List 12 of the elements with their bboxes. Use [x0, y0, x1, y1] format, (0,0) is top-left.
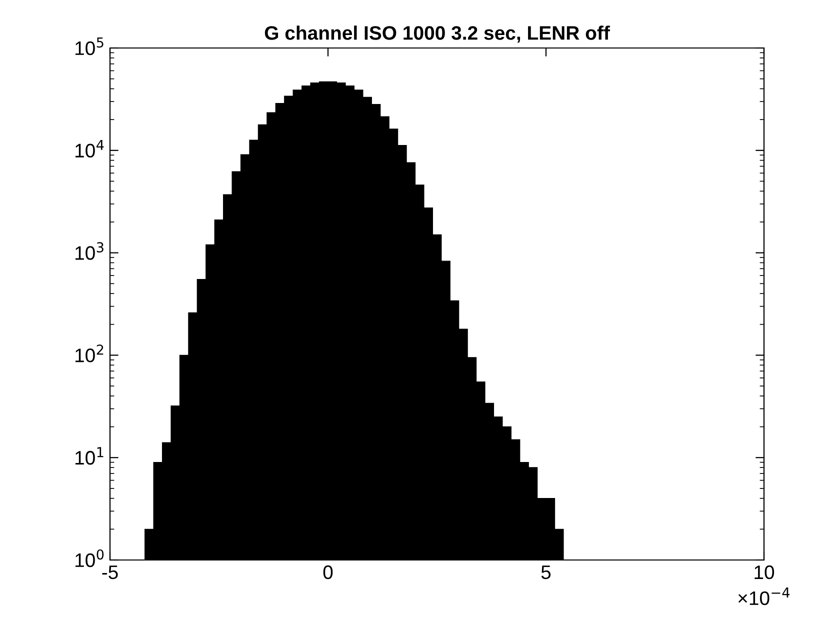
y-tick-label: 10$^{5}$ — [76, 38, 104, 56]
x-tick-label: 0 — [323, 565, 333, 580]
y-tick-label: 10$^{3}$ — [76, 242, 104, 260]
y-tick-label: 10$^{4}$ — [76, 140, 104, 158]
text: ×10$^{−4}$ — [738, 588, 790, 606]
chart-title: G channel ISO 1000 3.2 sec, LENR off — [264, 26, 610, 43]
y-tick-label: 10$^{1}$ — [76, 447, 104, 465]
y-tick-label: 10$^{2}$ — [76, 344, 104, 362]
x-tick-label: 10 — [754, 565, 774, 580]
x-tick-label: 5 — [541, 566, 551, 580]
y-tick-label: 10$^{0}$ — [76, 549, 104, 568]
x-tick-label: -5 — [102, 566, 118, 580]
